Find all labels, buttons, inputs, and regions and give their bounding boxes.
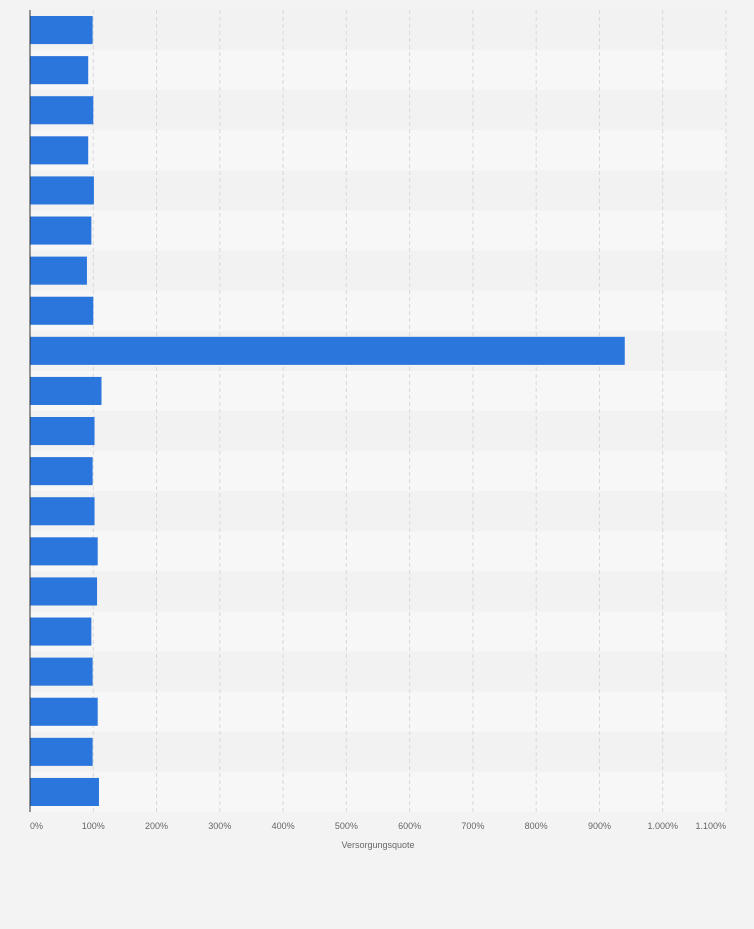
row-bands — [30, 10, 726, 812]
bar[interactable] — [30, 176, 94, 205]
bar[interactable] — [30, 56, 89, 85]
row-band — [30, 611, 726, 652]
x-tick-label: 300% — [208, 821, 231, 831]
x-tick-label: 1.100% — [695, 821, 726, 831]
bar[interactable] — [30, 577, 98, 606]
bar[interactable] — [30, 216, 92, 245]
bar[interactable] — [30, 737, 93, 766]
bar-series — [30, 16, 625, 806]
bar[interactable] — [30, 417, 95, 446]
bar[interactable] — [30, 256, 87, 285]
x-tick-label: 900% — [588, 821, 611, 831]
row-band — [30, 50, 726, 91]
x-tick-label: 1.000% — [647, 821, 678, 831]
row-band — [30, 130, 726, 171]
row-band — [30, 411, 726, 452]
x-tick-label: 100% — [82, 821, 105, 831]
row-band — [30, 10, 726, 51]
row-band — [30, 210, 726, 251]
bar[interactable] — [30, 336, 625, 365]
bar[interactable] — [30, 537, 98, 566]
x-tick-label: 600% — [398, 821, 421, 831]
x-tick-label: 500% — [335, 821, 358, 831]
bar[interactable] — [30, 296, 94, 325]
x-tick-label: 700% — [461, 821, 484, 831]
bar[interactable] — [30, 376, 102, 405]
bar[interactable] — [30, 777, 99, 806]
row-band — [30, 651, 726, 692]
bar[interactable] — [30, 96, 94, 125]
row-band — [30, 451, 726, 492]
bar[interactable] — [30, 16, 93, 45]
x-axis-ticks: 0% 100% 200% 300% 400% 500% 600% 700% 800% 900% 1.… — [30, 821, 726, 831]
bar[interactable] — [30, 657, 93, 686]
row-band — [30, 571, 726, 612]
row-band — [30, 90, 726, 131]
x-tick-label: 800% — [525, 821, 548, 831]
row-band — [30, 731, 726, 772]
x-tick-label: 200% — [145, 821, 168, 831]
row-band — [30, 531, 726, 572]
bar[interactable] — [30, 697, 98, 726]
row-band — [30, 771, 726, 812]
bar[interactable] — [30, 617, 92, 646]
bar[interactable] — [30, 457, 93, 486]
row-band — [30, 170, 726, 211]
x-axis-title: Versorgungsquote — [341, 840, 414, 850]
row-band — [30, 691, 726, 732]
x-tick-label: 0% — [30, 821, 43, 831]
row-band — [30, 250, 726, 291]
gridlines — [92, 10, 727, 812]
row-band — [30, 290, 726, 331]
x-tick-label: 400% — [272, 821, 295, 831]
bar[interactable] — [30, 497, 95, 526]
row-band — [30, 491, 726, 532]
row-band — [30, 370, 726, 411]
bar[interactable] — [30, 136, 89, 165]
